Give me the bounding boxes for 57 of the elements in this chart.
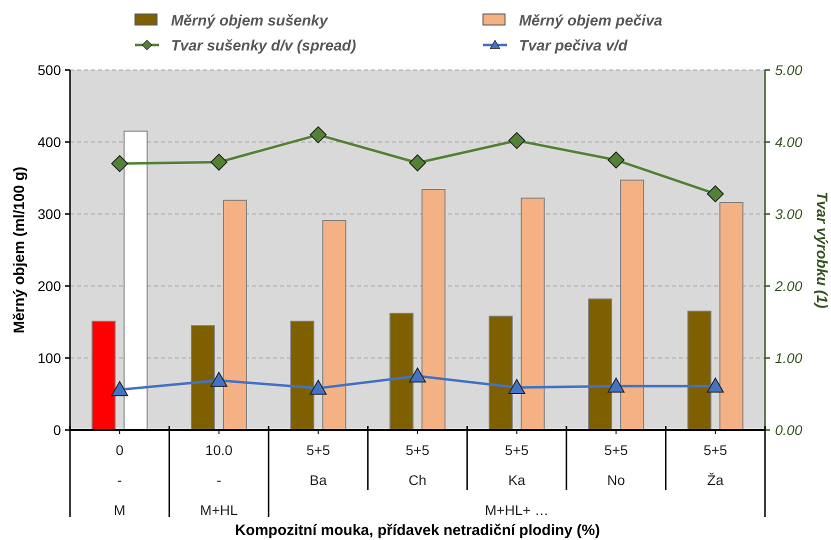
point bbox=[409, 154, 426, 172]
legend-label: Tvar pečiva v/d bbox=[519, 37, 628, 54]
y2-tick-label: 4.00 bbox=[775, 134, 802, 150]
bar bbox=[422, 189, 446, 430]
y2-tick-label: 2.00 bbox=[774, 278, 802, 294]
bar bbox=[488, 316, 513, 430]
bar bbox=[719, 202, 744, 430]
bar bbox=[520, 198, 545, 430]
y2-tick-label: 3.00 bbox=[775, 206, 802, 222]
y-tick-label: 100 bbox=[38, 350, 62, 366]
x-tick-label: 5+5 Ka bbox=[504, 442, 529, 488]
x-axis-title: Kompozitní mouka, přídavek netradiční plodiny (%) bbox=[234, 522, 600, 539]
y2-tick-label: 1.00 bbox=[775, 350, 802, 366]
text: M+HL bbox=[200, 502, 238, 518]
legend-label: Tvar sušenky d/v (spread) bbox=[171, 37, 356, 54]
bar bbox=[322, 220, 346, 430]
text: M bbox=[114, 502, 126, 518]
y2-tick-label: 0.00 bbox=[775, 422, 802, 438]
point bbox=[508, 132, 526, 150]
bar bbox=[620, 180, 644, 430]
point bbox=[111, 155, 128, 172]
point bbox=[210, 372, 228, 387]
bar bbox=[588, 298, 612, 430]
x-tick-label: 5+5 Ba bbox=[306, 442, 330, 488]
x-tick-label: 5+5 Ža bbox=[703, 442, 728, 488]
y2-tick-label: 5.00 bbox=[775, 62, 802, 78]
bar bbox=[687, 310, 712, 430]
point bbox=[310, 380, 327, 395]
bar bbox=[124, 130, 148, 430]
bar bbox=[390, 312, 414, 430]
bar bbox=[290, 320, 314, 430]
y-tick-label: 500 bbox=[38, 62, 62, 78]
point bbox=[310, 126, 327, 144]
y-tick-label: 0 bbox=[53, 422, 62, 438]
legend-label: Měrný objem sušenky bbox=[171, 12, 328, 30]
legend-label: Měrný objem pečiva bbox=[519, 12, 662, 30]
bar bbox=[190, 325, 215, 430]
bar bbox=[92, 320, 116, 430]
point bbox=[608, 152, 625, 168]
point bbox=[111, 381, 128, 396]
y-tick-label: 400 bbox=[38, 134, 62, 150]
point bbox=[608, 378, 625, 393]
x-tick-label: 10.0 - bbox=[205, 442, 233, 488]
x-tick-label: 0 - bbox=[116, 442, 124, 488]
y-tick-label: 300 bbox=[38, 206, 62, 222]
bar bbox=[222, 200, 247, 430]
point bbox=[508, 379, 526, 394]
y2-axis-title: Tvar výrobku (1) bbox=[813, 192, 830, 308]
x-tick-label: 5+5 No bbox=[604, 442, 628, 488]
text: M+HL+ … bbox=[484, 502, 549, 518]
point bbox=[210, 154, 228, 171]
point bbox=[706, 185, 724, 202]
y-tick-label: 200 bbox=[38, 278, 62, 294]
x-tick-label: 5+5 Ch bbox=[406, 442, 430, 488]
y-axis-title: Měrný objem (ml/100 g) bbox=[11, 166, 28, 334]
point bbox=[409, 368, 426, 382]
point bbox=[706, 378, 724, 393]
